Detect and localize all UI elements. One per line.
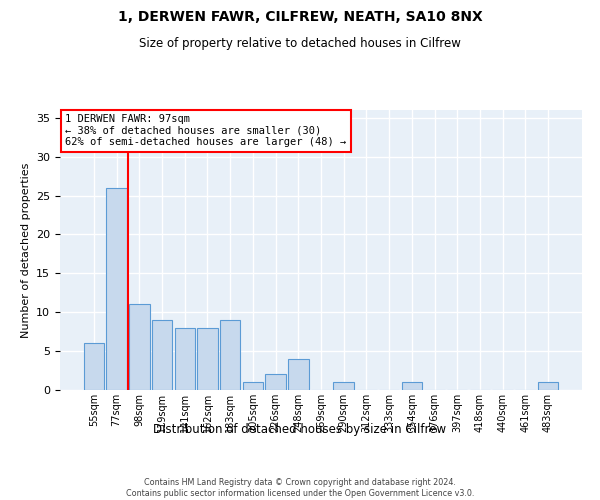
Text: 1, DERWEN FAWR, CILFREW, NEATH, SA10 8NX: 1, DERWEN FAWR, CILFREW, NEATH, SA10 8NX	[118, 10, 482, 24]
Text: Contains HM Land Registry data © Crown copyright and database right 2024.
Contai: Contains HM Land Registry data © Crown c…	[126, 478, 474, 498]
Bar	[106, 188, 127, 390]
Text: Distribution of detached houses by size in Cilfrew: Distribution of detached houses by size …	[154, 422, 446, 436]
Bar	[242, 382, 263, 390]
Bar	[401, 382, 422, 390]
Bar	[288, 359, 308, 390]
Bar	[538, 382, 558, 390]
Bar	[84, 344, 104, 390]
Text: 1 DERWEN FAWR: 97sqm
← 38% of detached houses are smaller (30)
62% of semi-detac: 1 DERWEN FAWR: 97sqm ← 38% of detached h…	[65, 114, 346, 148]
Text: Size of property relative to detached houses in Cilfrew: Size of property relative to detached ho…	[139, 38, 461, 51]
Y-axis label: Number of detached properties: Number of detached properties	[20, 162, 31, 338]
Bar	[152, 320, 172, 390]
Bar	[265, 374, 286, 390]
Bar	[334, 382, 354, 390]
Bar	[129, 304, 149, 390]
Bar	[175, 328, 195, 390]
Bar	[220, 320, 241, 390]
Bar	[197, 328, 218, 390]
